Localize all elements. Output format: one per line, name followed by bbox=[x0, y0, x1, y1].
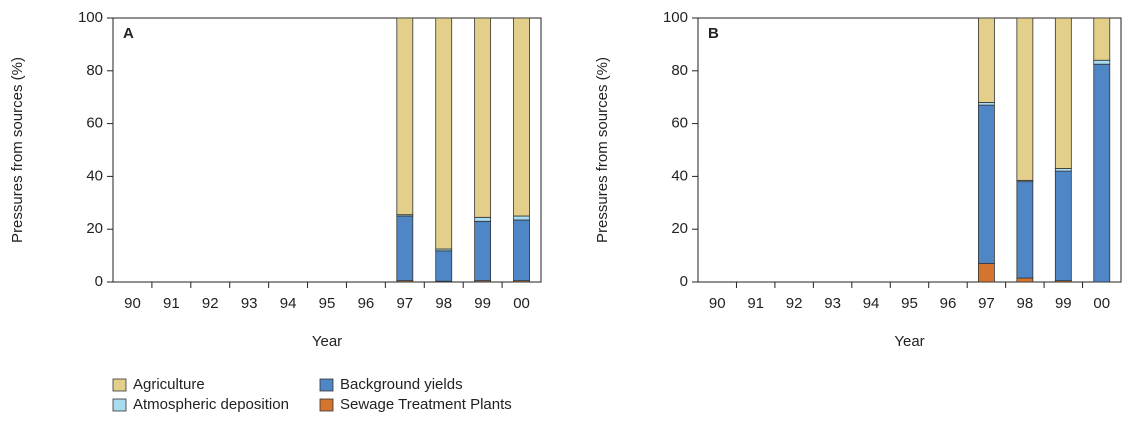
y-tick-label: 60 bbox=[671, 115, 688, 132]
y-axis-title: Pressures from sources (%) bbox=[9, 57, 26, 243]
x-tick-label: 97 bbox=[978, 295, 995, 312]
bar-segment bbox=[435, 250, 453, 282]
y-tick-label: 20 bbox=[671, 220, 688, 237]
x-tick-label: 98 bbox=[435, 295, 452, 312]
x-tick-label: 91 bbox=[747, 295, 764, 312]
x-tick-label: 99 bbox=[1055, 295, 1072, 312]
bar-segment bbox=[474, 216, 492, 222]
bar-segment bbox=[1054, 170, 1072, 282]
bar-segment bbox=[1016, 277, 1034, 283]
y-tick-label: 0 bbox=[95, 273, 103, 290]
plot-frame bbox=[112, 17, 542, 283]
bar-segment bbox=[1093, 59, 1111, 65]
y-tick-label: 80 bbox=[671, 62, 688, 79]
legend-swatch bbox=[319, 398, 334, 412]
x-tick-label: 96 bbox=[358, 295, 375, 312]
bar-segment bbox=[978, 263, 995, 283]
bar-segment bbox=[1016, 17, 1034, 181]
bar-segment bbox=[435, 17, 453, 250]
bar-segment bbox=[513, 219, 530, 282]
x-tick-label: 92 bbox=[786, 295, 803, 312]
y-tick-label: 80 bbox=[86, 62, 103, 79]
x-tick-label: 97 bbox=[396, 295, 413, 312]
bar-segment bbox=[1093, 17, 1111, 61]
legend-label: Background yields bbox=[340, 376, 463, 393]
x-tick-label: 00 bbox=[1093, 295, 1110, 312]
x-tick-label: 94 bbox=[280, 295, 297, 312]
legend-swatch bbox=[112, 378, 127, 392]
bar-segment bbox=[396, 17, 414, 216]
bar-segment bbox=[1093, 63, 1111, 283]
y-axis-title: Pressures from sources (%) bbox=[594, 57, 611, 243]
bar-segment bbox=[474, 220, 492, 282]
x-tick-label: 99 bbox=[474, 295, 491, 312]
x-tick-label: 93 bbox=[824, 295, 841, 312]
legend-label: Sewage Treatment Plants bbox=[340, 396, 512, 413]
x-tick-label: 98 bbox=[1017, 295, 1034, 312]
plot-frame bbox=[697, 17, 1122, 283]
bar-segment bbox=[474, 17, 492, 218]
x-tick-label: 93 bbox=[241, 295, 258, 312]
panel-label: A bbox=[123, 25, 134, 42]
x-tick-label: 96 bbox=[940, 295, 957, 312]
x-tick-label: 94 bbox=[863, 295, 880, 312]
bar-segment bbox=[1054, 17, 1072, 169]
x-tick-label: 92 bbox=[202, 295, 219, 312]
bar-segment bbox=[1016, 181, 1034, 279]
x-tick-label: 90 bbox=[124, 295, 141, 312]
legend-label: Atmospheric deposition bbox=[133, 396, 289, 413]
y-tick-label: 60 bbox=[86, 115, 103, 132]
x-tick-label: 91 bbox=[163, 295, 180, 312]
x-axis-title: Year bbox=[894, 333, 924, 350]
y-tick-label: 100 bbox=[78, 9, 103, 26]
bar-segment bbox=[396, 215, 414, 282]
bar-segment bbox=[513, 215, 530, 221]
y-tick-label: 0 bbox=[680, 273, 688, 290]
legend-swatch bbox=[112, 398, 127, 412]
x-tick-label: 95 bbox=[319, 295, 336, 312]
legend-swatch bbox=[319, 378, 334, 392]
x-tick-label: 95 bbox=[901, 295, 918, 312]
legend-label: Agriculture bbox=[133, 376, 205, 393]
y-tick-label: 20 bbox=[86, 220, 103, 237]
x-tick-label: 90 bbox=[709, 295, 726, 312]
y-tick-label: 40 bbox=[86, 167, 103, 184]
panel-label: B bbox=[708, 25, 719, 42]
x-axis-title: Year bbox=[312, 333, 342, 350]
bar-segment bbox=[513, 17, 530, 217]
y-tick-label: 100 bbox=[663, 9, 688, 26]
bar-segment bbox=[978, 17, 995, 103]
x-tick-label: 00 bbox=[513, 295, 530, 312]
bar-segment bbox=[978, 104, 995, 264]
y-tick-label: 40 bbox=[671, 167, 688, 184]
